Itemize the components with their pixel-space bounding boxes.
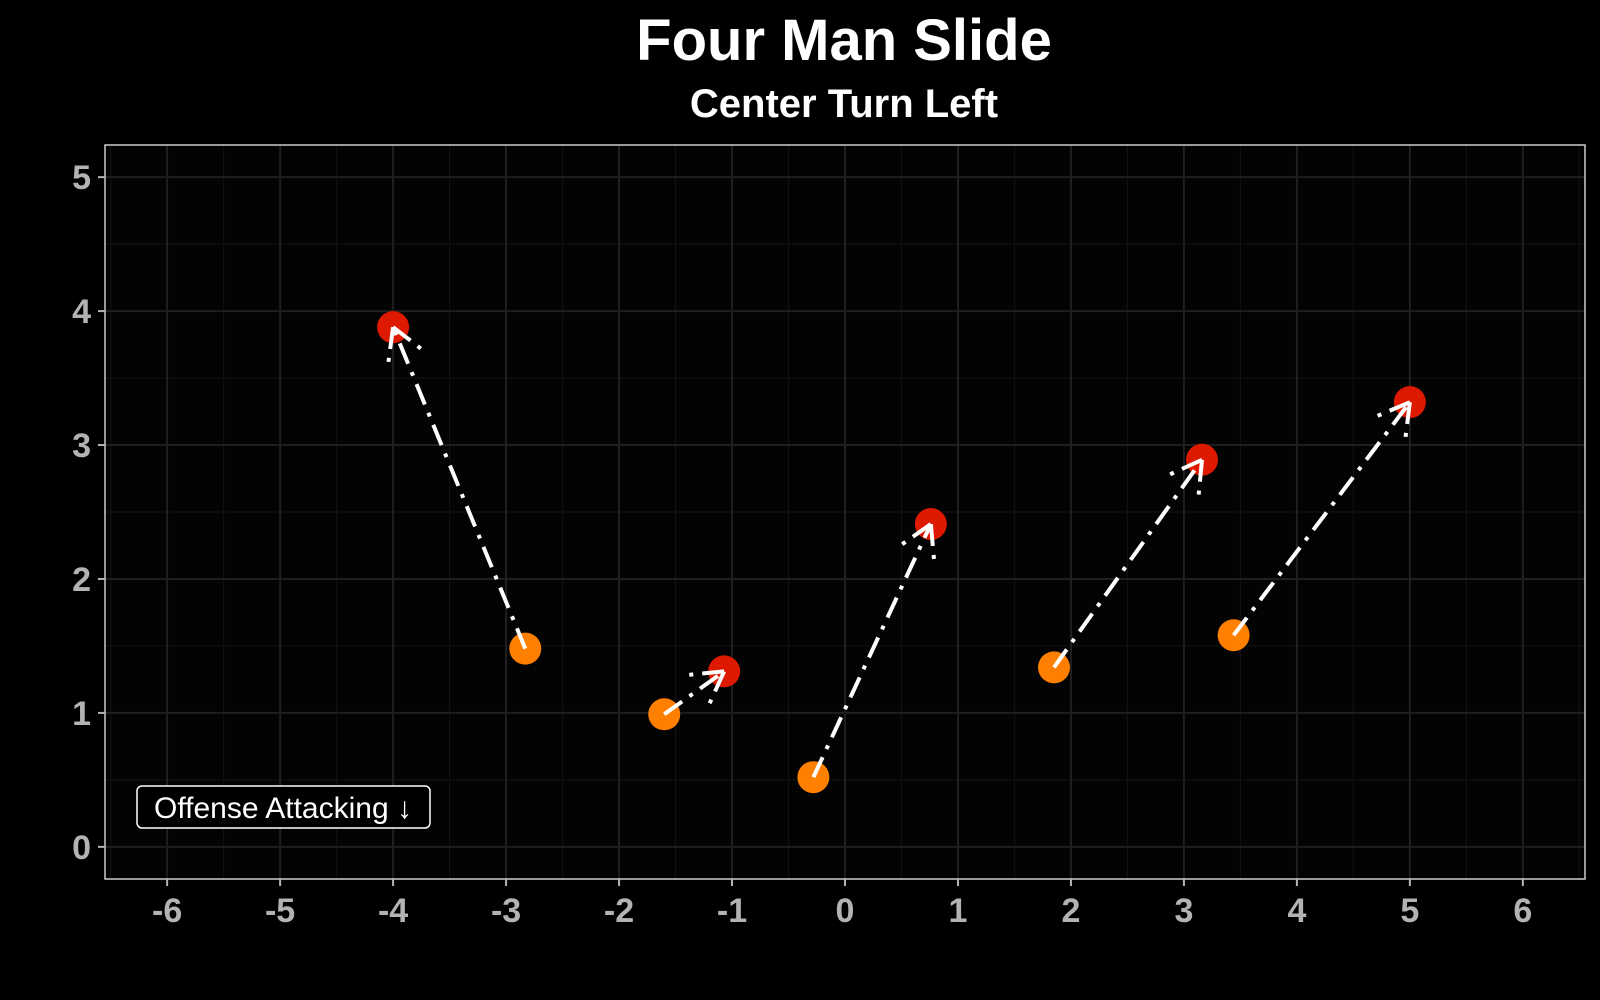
x-tick-label: -2 [604,892,634,930]
move-arrow-head [898,522,933,548]
chart-subtitle: Center Turn Left [690,82,998,126]
y-axis: 0 1 2 3 4 5 [72,159,105,867]
move-arrow-head [1374,400,1411,419]
move-arrow-shaft [1232,400,1412,637]
x-tick-label: 4 [1287,892,1306,930]
player-move-3 [797,508,947,794]
move-arrow-head [928,523,937,563]
x-tick-label: -3 [491,892,521,930]
move-arrow-shaft [663,669,726,716]
major-gridlines [105,145,1585,879]
x-tick-label: -6 [152,892,182,930]
y-tick-label: 5 [72,159,91,197]
move-arrow-head [706,670,726,707]
move-arrow-head [391,325,425,352]
x-tick-label: 0 [836,892,855,930]
player-move-2 [648,655,741,731]
x-tick-label: 5 [1400,892,1419,930]
move-arrow-shaft [391,326,528,650]
y-tick-label: 0 [72,829,91,867]
x-tick-label: 6 [1513,892,1532,930]
x-tick-label: -1 [717,892,747,930]
x-tick-label: 1 [949,892,968,930]
annotation-label: Offense Attacking ↓ [154,792,412,825]
x-tick-label: -5 [265,892,295,930]
annotation-box [136,785,431,829]
move-arrow-head [386,326,396,366]
x-axis: -6 -5 -4 -3 -2 -1 0 1 2 3 4 5 6 [152,879,1532,930]
y-tick-label: 1 [72,695,91,733]
move-arrow-head [1166,457,1203,478]
move-arrow-shaft [811,523,933,779]
x-tick-label: 3 [1174,892,1193,930]
move-arrow-head [1403,401,1412,441]
move-arrow-head [686,669,725,678]
move-arrow-head [1196,459,1204,498]
player-move-1 [377,311,542,665]
offense-annotation: Offense Attacking ↓ [136,785,431,829]
player-moves [377,311,1426,794]
chart-title: Four Man Slide [636,8,1052,73]
y-tick-label: 3 [72,427,91,465]
y-tick-label: 2 [72,561,91,599]
player-move-5 [1217,386,1426,652]
x-tick-label: 2 [1061,892,1080,930]
player-move-4 [1038,443,1219,684]
y-tick-label: 4 [72,293,91,331]
x-tick-label: -4 [378,892,408,930]
